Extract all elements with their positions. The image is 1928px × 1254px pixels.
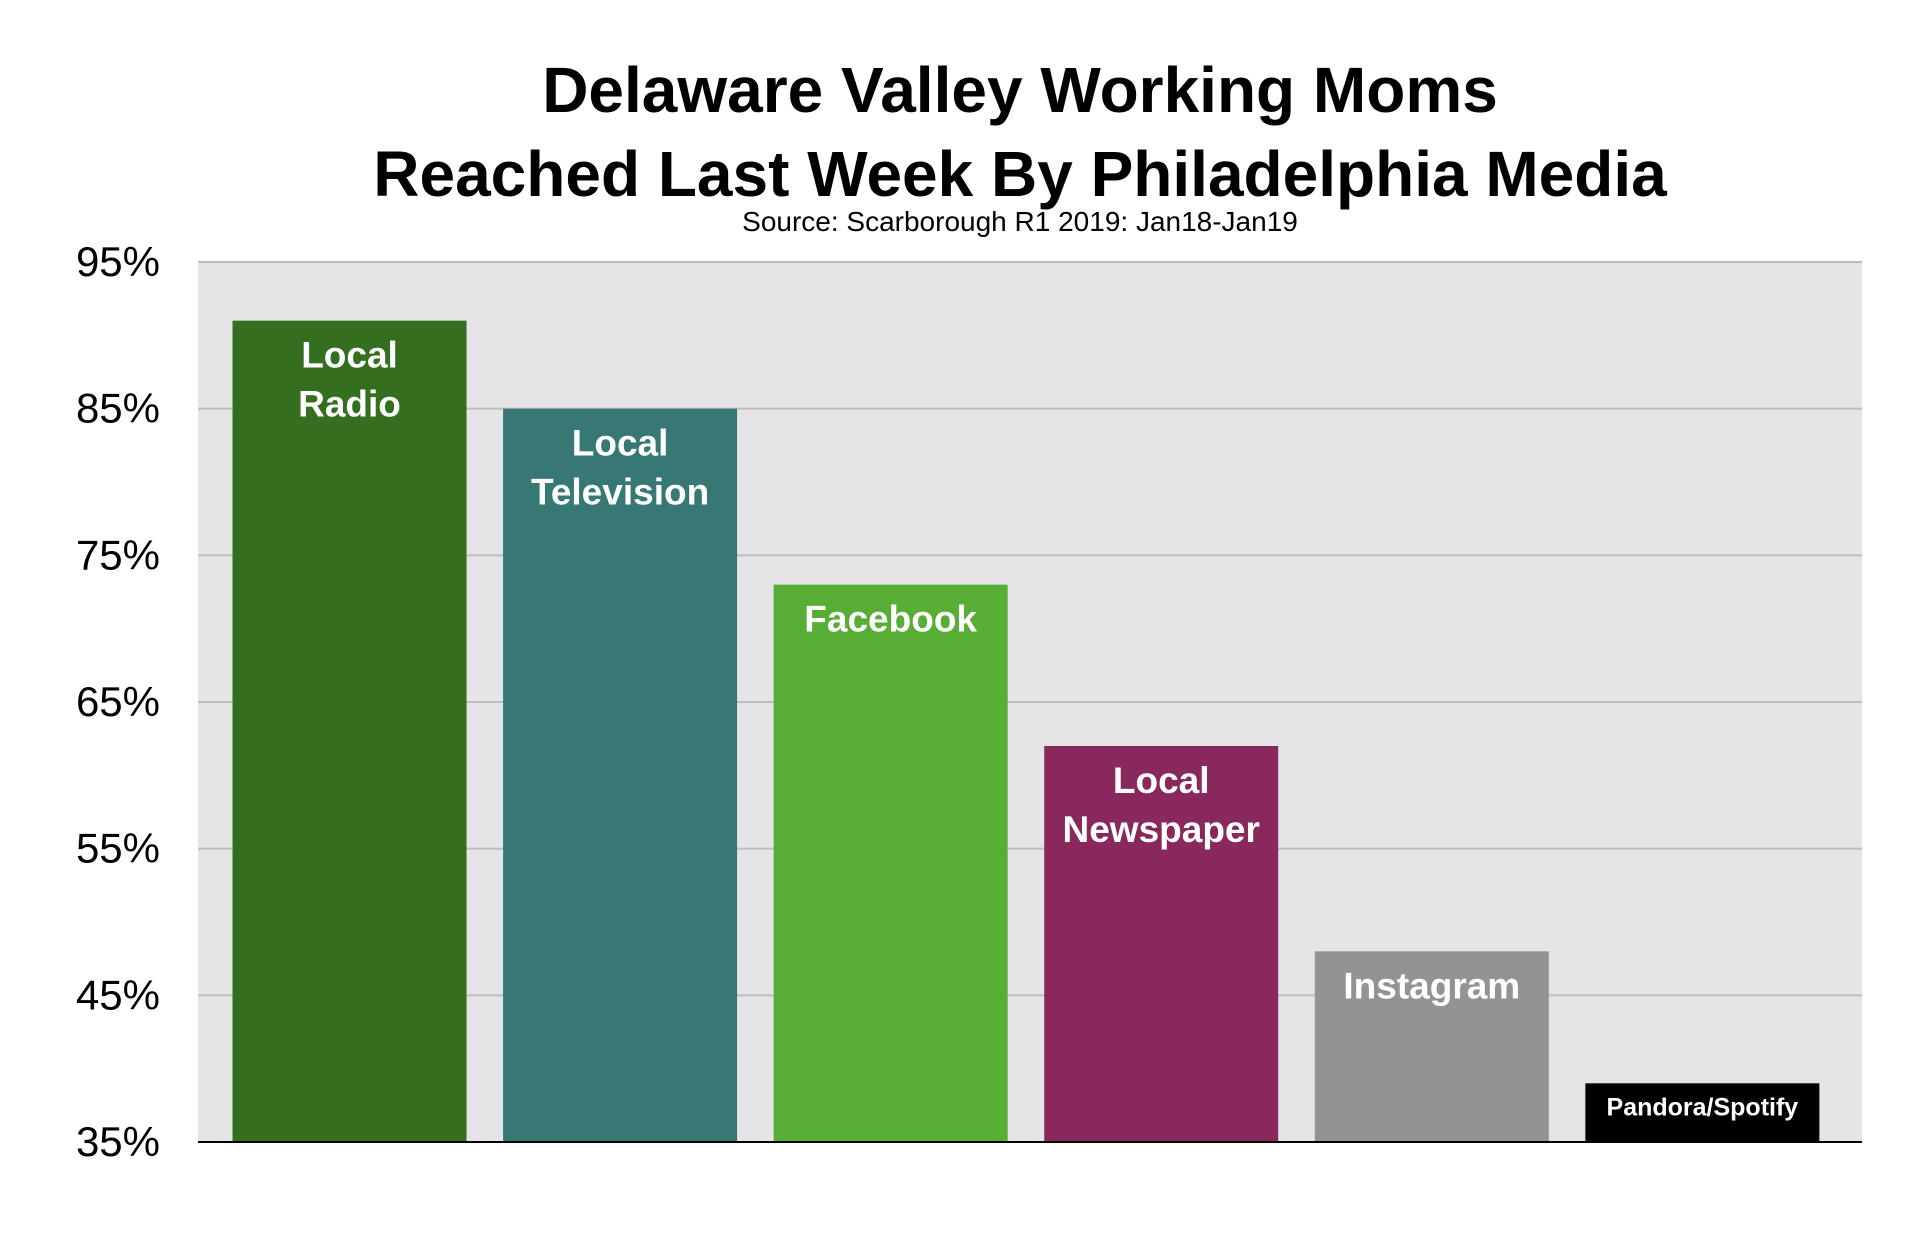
bar-label: Newspaper	[1063, 809, 1260, 850]
bar	[773, 584, 1008, 1142]
bar-label: Instagram	[1343, 965, 1520, 1006]
bar	[503, 408, 738, 1143]
y-tick-label: 65%	[76, 678, 160, 725]
bar	[232, 320, 467, 1143]
y-tick-label: 75%	[76, 531, 160, 578]
y-tick-label: 35%	[76, 1118, 160, 1165]
chart-title-line-2: Reached Last Week By Philadelphia Media	[373, 138, 1667, 210]
y-tick-label: 55%	[76, 825, 160, 872]
bar-label: Local	[1113, 760, 1210, 801]
bar-label: Pandora/Spotify	[1607, 1093, 1799, 1121]
bar-label: Facebook	[804, 599, 977, 640]
bar-label: Radio	[298, 384, 401, 425]
bar	[1314, 951, 1549, 1142]
bar-label: Local	[572, 423, 669, 464]
bar-label: Local	[301, 335, 398, 376]
chart-title-line-1: Delaware Valley Working Moms	[542, 54, 1498, 126]
y-tick-label: 45%	[76, 971, 160, 1018]
bar	[1044, 746, 1279, 1142]
y-tick-label: 95%	[76, 238, 160, 285]
chart-title: Delaware Valley Working Moms Reached Las…	[0, 48, 1928, 216]
bar-label: Television	[531, 472, 709, 513]
bar	[1585, 1083, 1820, 1142]
chart-subtitle: Source: Scarborough R1 2019: Jan18-Jan19	[742, 206, 1298, 237]
y-tick-label: 85%	[76, 385, 160, 432]
